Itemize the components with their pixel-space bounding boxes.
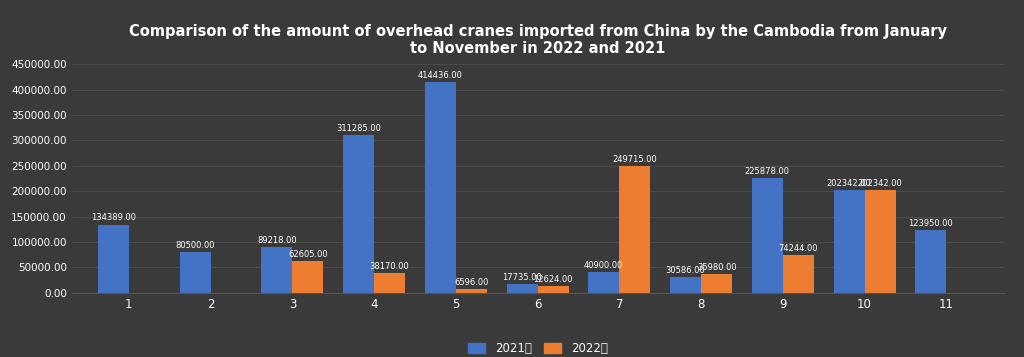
Text: 38170.00: 38170.00 [370,262,410,271]
Text: 202342.00: 202342.00 [858,179,902,188]
Text: 35980.00: 35980.00 [696,263,736,272]
Bar [374,273,406,293]
Bar [261,247,293,293]
Text: 6596.00: 6596.00 [455,278,488,287]
Bar [425,82,456,293]
Text: 249715.00: 249715.00 [612,155,657,164]
Bar [701,275,732,293]
Bar [507,284,538,293]
Text: 123950.00: 123950.00 [908,219,953,228]
Text: 134389.00: 134389.00 [91,213,136,222]
Text: 40900.00: 40900.00 [584,261,624,270]
Text: 311285.00: 311285.00 [336,124,381,133]
Text: 74244.00: 74244.00 [778,244,818,253]
Text: 30586.00: 30586.00 [666,266,706,275]
Text: 414436.00: 414436.00 [418,71,463,80]
Bar [98,225,129,293]
Title: Comparison of the amount of overhead cranes imported from China by the Cambodia : Comparison of the amount of overhead cra… [129,24,946,56]
Text: 202342.00: 202342.00 [826,179,871,188]
Bar [915,230,946,293]
Bar [752,178,782,293]
Text: 89218.00: 89218.00 [257,236,297,245]
Bar [670,277,701,293]
Bar [620,166,650,293]
Bar [538,286,568,293]
Text: 80500.00: 80500.00 [175,241,215,250]
Text: 225878.00: 225878.00 [744,167,790,176]
Bar [456,290,487,293]
Bar [588,272,620,293]
Bar [782,255,814,293]
Bar [864,190,896,293]
Bar [179,252,211,293]
Bar [293,261,324,293]
Text: 17735.00: 17735.00 [502,273,542,282]
Text: 12624.00: 12624.00 [534,275,572,284]
Bar [834,190,864,293]
Text: 62605.00: 62605.00 [288,250,328,259]
Legend: 2021年, 2022年: 2021年, 2022年 [463,337,612,357]
Bar [343,135,374,293]
